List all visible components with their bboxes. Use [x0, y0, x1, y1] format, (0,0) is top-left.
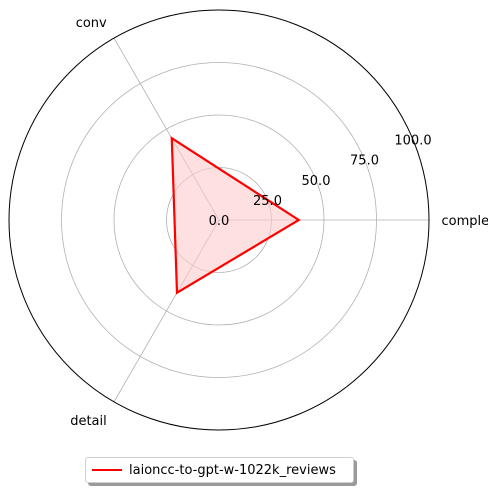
category-label-conv: conv	[76, 16, 107, 31]
legend-swatch-red-line	[92, 469, 122, 471]
series-fill-0	[171, 138, 299, 293]
radar-outer-frame	[8, 9, 430, 431]
legend: laioncc-to-gpt-w-1022k_reviews	[85, 457, 354, 483]
radial-tick-label-0: 0.0	[209, 214, 230, 229]
radial-tick-label-3: 75.0	[350, 154, 379, 169]
category-label-complex: complex	[442, 214, 488, 229]
radial-tick-label-1: 25.0	[253, 194, 282, 209]
legend-label: laioncc-to-gpt-w-1022k_reviews	[129, 462, 336, 478]
series-line-0	[170, 136, 301, 295]
radial-tick-label-4: 100.0	[394, 134, 431, 149]
category-labels: complex conv detail	[70, 16, 488, 429]
radial-tick-label-2: 50.0	[302, 174, 331, 189]
series-layer	[170, 136, 301, 295]
radial-tick-labels: 0.0 25.0 50.0 75.0 100.0	[209, 134, 432, 229]
category-label-detail: detail	[70, 414, 107, 429]
